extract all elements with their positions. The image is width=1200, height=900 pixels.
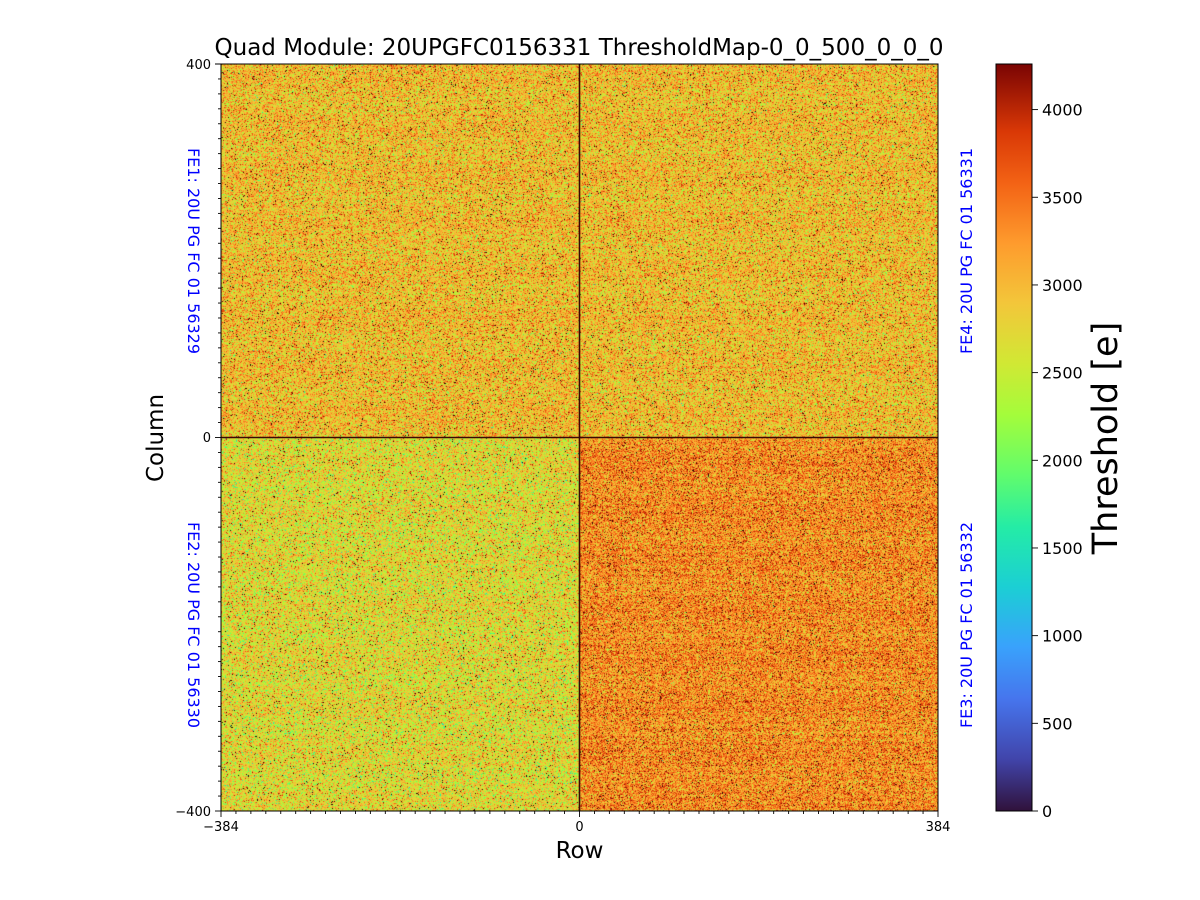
- colorbar-tick-label: 1000: [1042, 627, 1083, 646]
- x-tick-label-max: 384: [926, 820, 951, 835]
- y-axis-label: Column: [143, 394, 169, 482]
- colorbar-tick-label: 0: [1042, 802, 1052, 821]
- fe1-label: FE1: 20U PG FC 01 56329: [184, 148, 203, 354]
- x-tick-label-zero: 0: [575, 820, 583, 835]
- colorbar-tick-label: 3500: [1042, 188, 1083, 207]
- fe4-label: FE4: 20U PG FC 01 56331: [957, 148, 976, 354]
- colorbar-tick-label: 4000: [1042, 101, 1083, 120]
- x-tick-label-min: −384: [203, 820, 239, 835]
- chart-title: Quad Module: 20UPGFC0156331 ThresholdMap…: [215, 35, 944, 61]
- heatmap-area: [220, 63, 939, 812]
- colorbar: 0 500 1000 1500 2000 2500 3000 3500 4000 Thresho…: [995, 63, 1126, 821]
- y-tick-label-max: 400: [186, 58, 211, 73]
- fe3-label: FE3: 20U PG FC 01 56332: [957, 522, 976, 728]
- y-tick-label-zero: 0: [203, 431, 211, 446]
- y-tick-label-min: −400: [175, 805, 211, 820]
- colorbar-tick-label: 3000: [1042, 276, 1083, 295]
- colorbar-tick-label: 500: [1042, 714, 1073, 733]
- colorbar-tick-label: 2000: [1042, 451, 1083, 470]
- colorbar-tick-label: 2500: [1042, 364, 1083, 383]
- y-axis: [215, 63, 221, 812]
- x-axis-label: Row: [556, 838, 604, 864]
- colorbar-gradient: [995, 63, 1033, 812]
- fe2-label: FE2: 20U PG FC 01 56330: [184, 522, 203, 728]
- colorbar-label: Threshold [e]: [1086, 322, 1126, 555]
- colorbar-tick-label: 1500: [1042, 539, 1083, 558]
- x-axis: [220, 811, 939, 817]
